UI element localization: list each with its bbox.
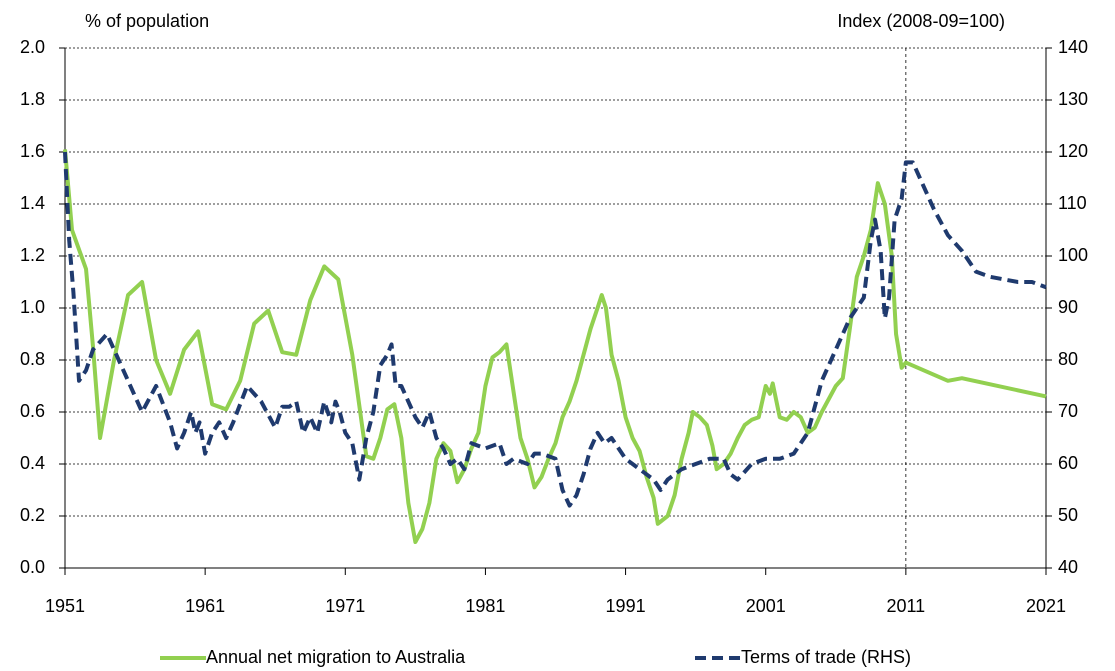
y2-tick-label: 60 [1058, 453, 1078, 473]
y2-tick-label: 50 [1058, 505, 1078, 525]
x-tick-label: 1951 [45, 596, 85, 616]
x-tick-label: 1981 [465, 596, 505, 616]
y2-tick-label: 130 [1058, 89, 1088, 109]
y2-tick-label: 120 [1058, 141, 1088, 161]
y-tick-label: 1.2 [20, 245, 45, 265]
y2-tick-label: 100 [1058, 245, 1088, 265]
y-tick-label: 0.2 [20, 505, 45, 525]
y-tick-label: 2.0 [20, 37, 45, 57]
y2-tick-label: 40 [1058, 557, 1078, 577]
legend-label: Annual net migration to Australia [206, 647, 466, 667]
y-tick-label: 1.0 [20, 297, 45, 317]
series-line [63, 149, 1047, 544]
y-tick-label: 1.8 [20, 89, 45, 109]
x-tick-label: 2001 [746, 596, 786, 616]
y-tick-label: 0.6 [20, 401, 45, 421]
y2-tick-label: 90 [1058, 297, 1078, 317]
y2-axis-label: Index (2008-09=100) [837, 11, 1005, 31]
y-tick-label: 0.0 [20, 557, 45, 577]
x-tick-label: 1991 [606, 596, 646, 616]
y-tick-label: 0.8 [20, 349, 45, 369]
legend-label: Terms of trade (RHS) [741, 647, 911, 667]
y2-tick-label: 110 [1058, 193, 1087, 213]
y2-tick-label: 80 [1058, 349, 1078, 369]
y-axis-label: % of population [85, 11, 209, 31]
x-tick-label: 1971 [325, 596, 365, 616]
y2-tick-label: 70 [1058, 401, 1078, 421]
x-tick-label: 2021 [1026, 596, 1066, 616]
y2-tick-label: 140 [1058, 37, 1088, 57]
x-tick-label: 2011 [886, 596, 925, 616]
y-tick-label: 0.4 [20, 453, 45, 473]
x-tick-label: 1961 [185, 596, 225, 616]
series-line [63, 151, 1047, 508]
y-tick-label: 1.6 [20, 141, 45, 161]
y-tick-label: 1.4 [20, 193, 45, 213]
